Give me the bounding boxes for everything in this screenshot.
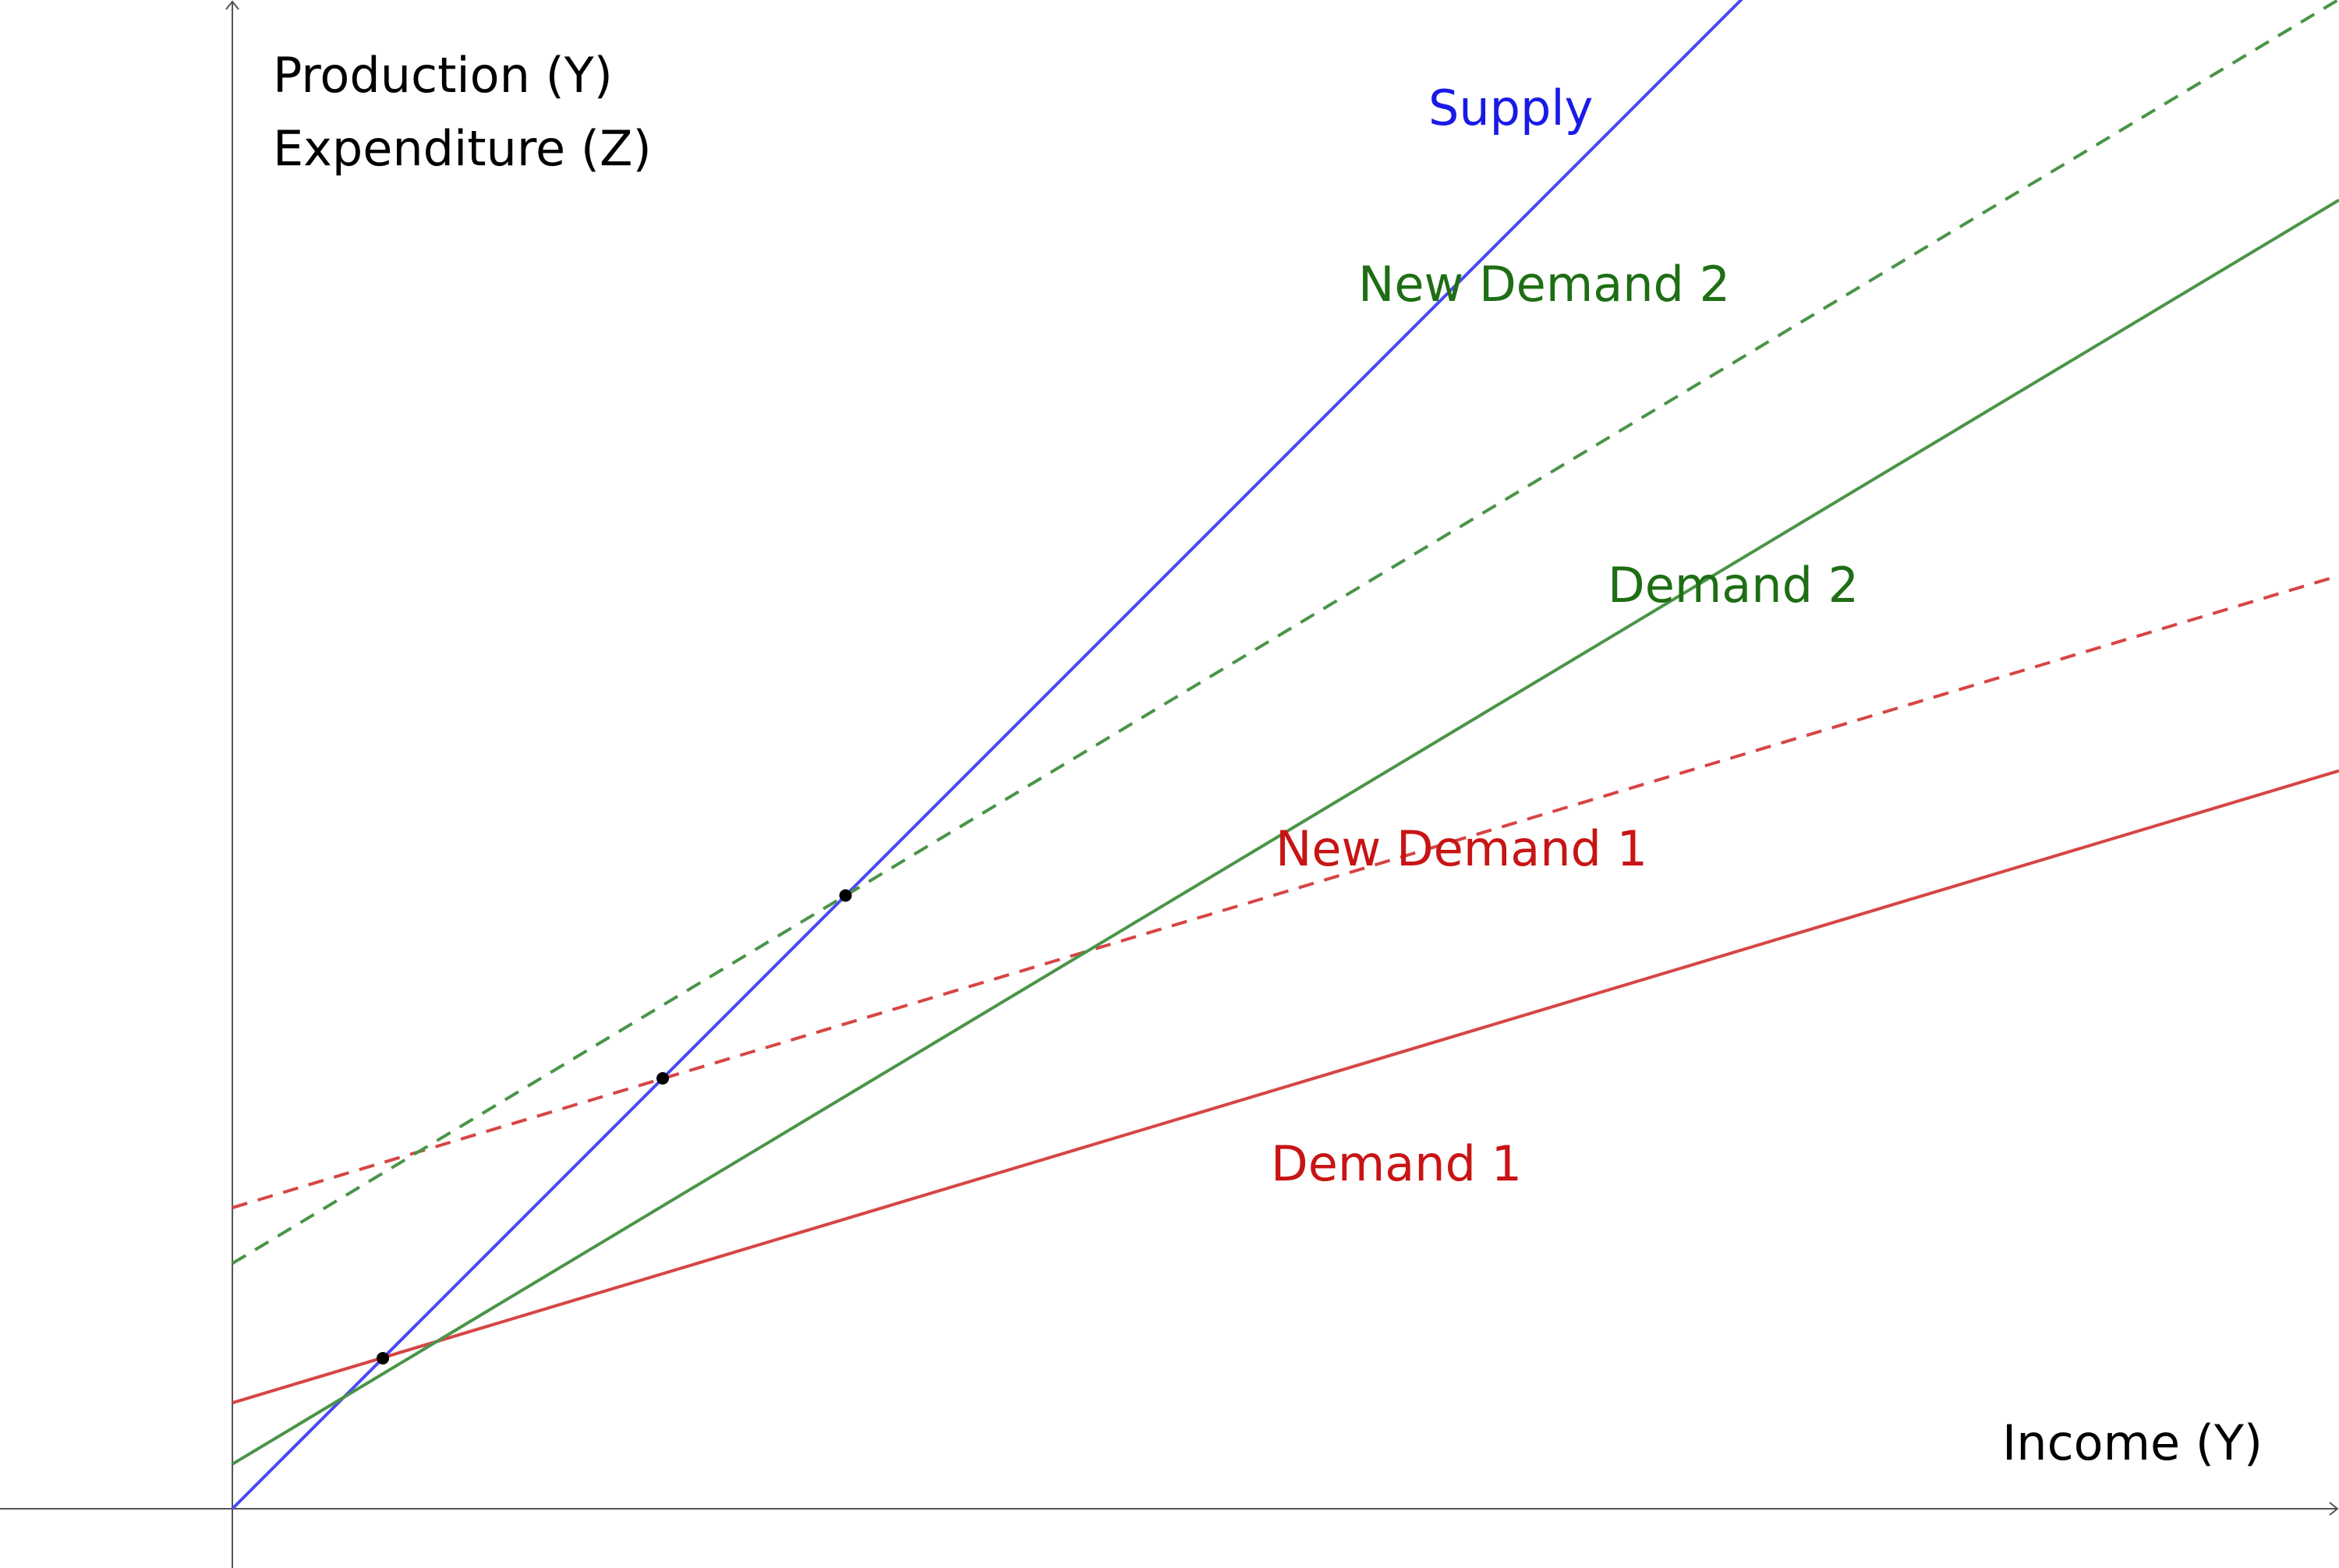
demand-2-label: Demand 2 [1608, 557, 1859, 614]
equilibrium-point [656, 1072, 669, 1085]
demand-1-label: Demand 1 [1271, 1135, 1522, 1192]
new-demand-1-label: New Demand 1 [1276, 820, 1647, 877]
y-axis-arrow-icon [225, 0, 239, 10]
new-demand2-line [231, 0, 2339, 1265]
equilibrium-point [377, 1351, 390, 1364]
x-axis-arrow-icon [2329, 1502, 2339, 1516]
equilibrium-point [839, 889, 852, 902]
new-demand1-line [232, 574, 2339, 1209]
y-axis-label-production: Production (Y) [273, 47, 613, 104]
y-axis-label-expenditure: Expenditure (Z) [273, 120, 652, 177]
supply-line [231, 0, 1743, 1510]
demand1-line [232, 769, 2339, 1405]
curves-layer [231, 0, 2339, 1510]
x-axis-label: Income (Y) [2002, 1414, 2263, 1471]
new-demand-2-label: New Demand 2 [1358, 256, 1730, 313]
supply-label: Supply [1428, 80, 1593, 136]
equilibrium-points-layer [377, 889, 852, 1364]
demand2-line [231, 198, 2339, 1466]
